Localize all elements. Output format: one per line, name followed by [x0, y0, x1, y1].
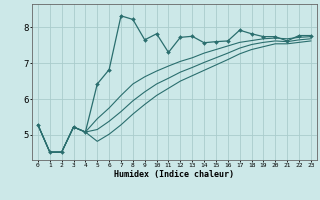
X-axis label: Humidex (Indice chaleur): Humidex (Indice chaleur) [115, 170, 234, 179]
